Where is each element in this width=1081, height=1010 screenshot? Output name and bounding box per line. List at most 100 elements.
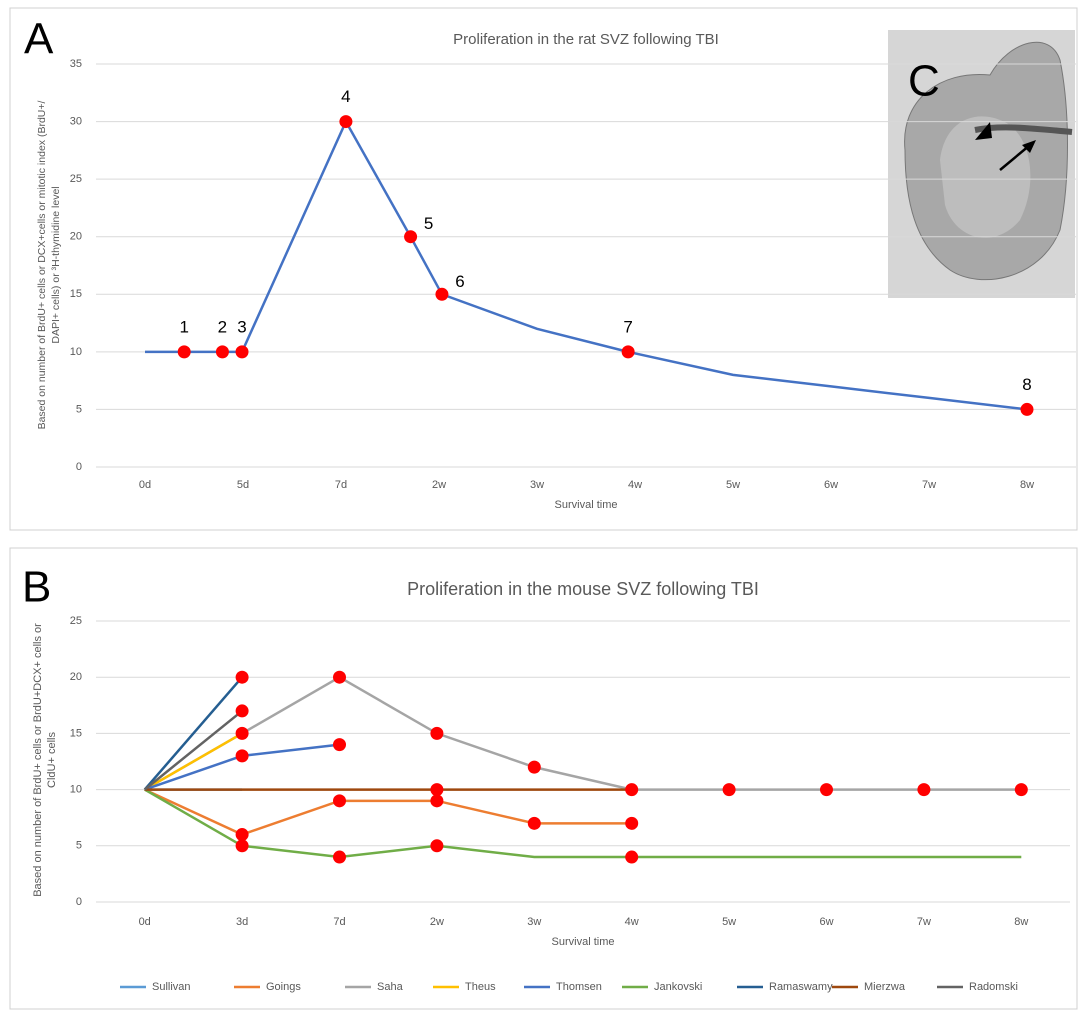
y-tick-label: 0 <box>76 461 82 473</box>
data-point <box>177 345 191 359</box>
panel-a-frame <box>9 7 1078 531</box>
data-point <box>235 839 249 853</box>
y-tick-label: 15 <box>70 727 82 739</box>
data-line <box>144 675 1022 791</box>
data-line <box>144 788 1022 859</box>
x-tick-label: 5d <box>237 479 249 491</box>
panel-letter: C <box>908 57 940 106</box>
x-tick-label: 7w <box>917 916 931 928</box>
y-tick-label: 5 <box>76 840 82 852</box>
data-line <box>144 732 243 791</box>
chart-title: Proliferation in the mouse SVZ following… <box>407 579 759 599</box>
data-point <box>430 726 444 740</box>
data-point <box>625 850 639 864</box>
x-tick-label: 8w <box>1014 916 1028 928</box>
data-point <box>333 794 346 808</box>
point-label: 2 <box>218 317 227 336</box>
data-point <box>430 794 444 808</box>
y-tick-label: 10 <box>70 784 82 796</box>
y-tick-label: 35 <box>70 58 82 70</box>
x-tick-label: 2w <box>430 916 444 928</box>
y-axis-label: Based on number of BrdU+ cells or BrdU+D… <box>32 623 44 897</box>
point-label: 7 <box>623 317 632 336</box>
y-tick-label: 15 <box>70 288 82 300</box>
inset-image: C <box>888 30 1075 298</box>
data-point <box>1014 783 1028 797</box>
x-tick-label: 6w <box>824 479 838 491</box>
data-line <box>143 709 243 791</box>
data-point <box>820 783 833 797</box>
panel-letter: B <box>22 563 51 612</box>
data-line <box>144 788 632 836</box>
y-axis-label: CldU+ cells <box>46 732 58 788</box>
legend-label: Ramaswamy <box>769 981 833 993</box>
x-tick-label: 8w <box>1020 479 1034 491</box>
legend-label: Radomski <box>969 981 1018 993</box>
legend-label: Sullivan <box>152 981 191 993</box>
data-point <box>917 783 931 797</box>
data-point <box>339 115 353 129</box>
y-tick-label: 20 <box>70 671 82 683</box>
x-tick-label: 3w <box>527 916 541 928</box>
y-tick-label: 20 <box>70 231 82 243</box>
y-tick-label: 30 <box>70 115 82 127</box>
x-tick-label: 4w <box>625 916 639 928</box>
data-point <box>527 760 541 774</box>
point-label: 5 <box>424 214 433 233</box>
data-point <box>215 345 229 359</box>
x-tick-label: 7d <box>333 916 345 928</box>
y-tick-label: 25 <box>70 173 82 185</box>
point-label: 3 <box>237 317 246 336</box>
data-point <box>235 670 249 684</box>
x-tick-label: 7d <box>335 479 347 491</box>
x-tick-label: 5w <box>722 916 736 928</box>
chart-title: Proliferation in the rat SVZ following T… <box>453 31 719 48</box>
y-tick-label: 0 <box>76 896 82 908</box>
legend-label: Thomsen <box>556 981 602 993</box>
data-point <box>621 345 635 359</box>
x-tick-label: 4w <box>628 479 642 491</box>
data-point <box>625 816 639 830</box>
x-tick-label: 3w <box>530 479 544 491</box>
data-point <box>625 783 639 797</box>
x-tick-label: 7w <box>922 479 936 491</box>
point-label: 8 <box>1022 375 1031 394</box>
panel-b-frame <box>9 547 1078 1010</box>
data-point <box>235 345 249 359</box>
x-tick-label: 0d <box>139 479 151 491</box>
y-axis-label: DAPI+ cells) or ³H-thymidine level <box>50 186 62 343</box>
point-label: 1 <box>179 317 188 336</box>
point-label: 6 <box>455 272 464 291</box>
legend-label: Goings <box>266 981 301 993</box>
legend-label: Mierzwa <box>864 981 906 993</box>
data-point <box>404 230 418 244</box>
y-tick-label: 5 <box>76 403 82 415</box>
legend-label: Theus <box>465 981 496 993</box>
y-tick-label: 10 <box>70 346 82 358</box>
data-point <box>1020 402 1034 416</box>
x-tick-label: 0d <box>139 916 151 928</box>
data-point <box>333 738 346 752</box>
data-point <box>235 828 249 842</box>
y-axis-label: Based on number of BrdU+ cells or DCX+ce… <box>36 100 48 429</box>
x-axis-label: Survival time <box>555 499 618 511</box>
data-point <box>235 726 249 740</box>
legend-label: Saha <box>377 981 404 993</box>
data-point <box>722 783 736 797</box>
legend-label: Jankovski <box>654 981 702 993</box>
data-point <box>333 670 346 684</box>
panel-letter: A <box>24 15 54 64</box>
y-tick-label: 25 <box>70 615 82 627</box>
data-point <box>527 816 541 830</box>
data-line <box>143 676 244 791</box>
data-point <box>333 850 346 864</box>
data-point <box>430 839 444 853</box>
data-point <box>235 704 249 718</box>
x-tick-label: 2w <box>432 479 446 491</box>
x-tick-label: 3d <box>236 916 248 928</box>
x-tick-label: 6w <box>819 916 833 928</box>
x-tick-label: 5w <box>726 479 740 491</box>
data-point <box>435 287 449 301</box>
point-label: 4 <box>341 87 350 106</box>
